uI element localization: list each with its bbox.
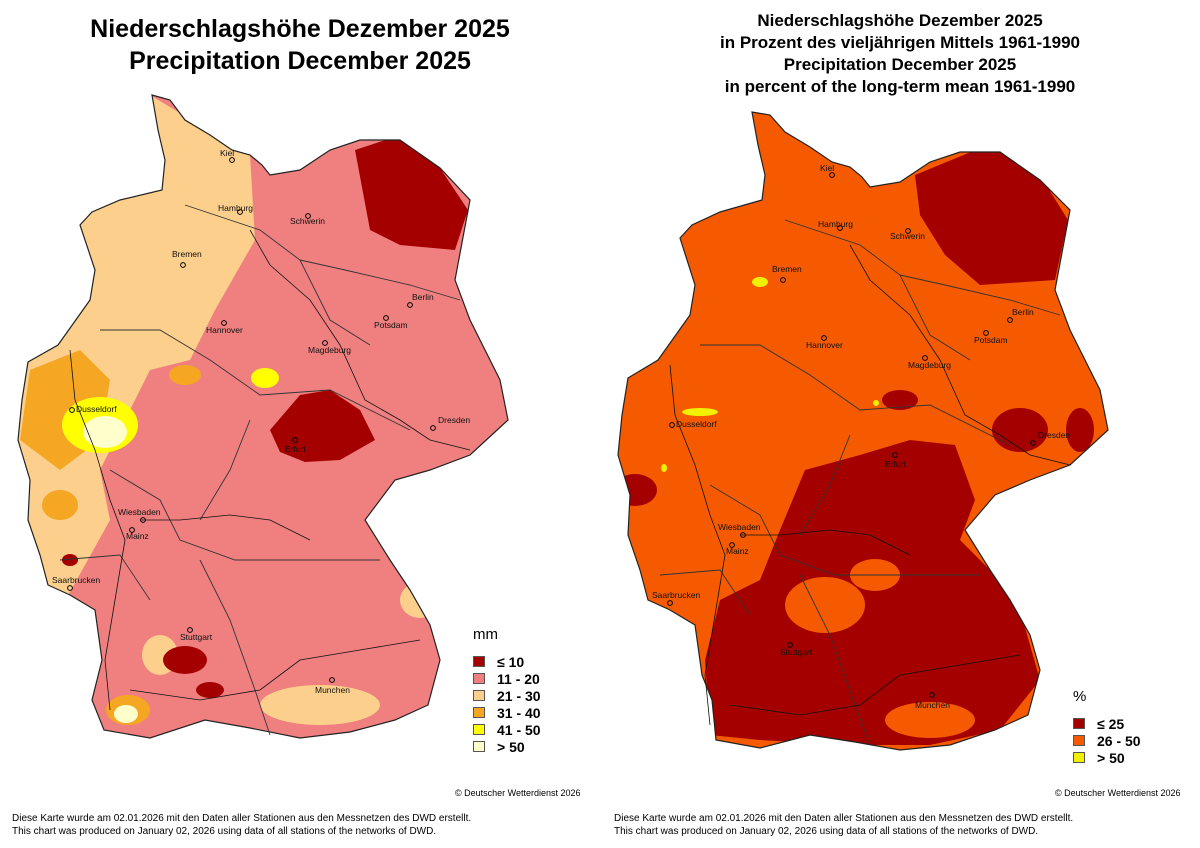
legend-item: ≤ 10: [473, 653, 541, 670]
legend-swatch: [473, 741, 485, 752]
legend-item: ≤ 25: [1073, 715, 1141, 732]
legend-swatch: [1073, 752, 1085, 763]
city-label-hamburg: Hamburg: [818, 219, 853, 229]
footnote-english: This chart was produced on January 02, 2…: [614, 826, 1039, 837]
city-label-kiel: Kiel: [820, 163, 834, 173]
city-label-stuttgart: Stuttgart: [180, 632, 213, 642]
city-label-schwerin: Schwerin: [890, 231, 925, 241]
legend-item: > 50: [1073, 749, 1141, 766]
map-title-line2: in Prozent des vieljährigen Mittels 1961…: [720, 33, 1080, 52]
map-title-line1: Niederschlagshöhe Dezember 2025: [757, 11, 1043, 30]
footnote-german: Diese Karte wurde am 02.01.2026 mit den …: [614, 813, 1074, 824]
city-label-hannover: Hannover: [806, 340, 843, 350]
city-label-saarbrucken: Saarbrucken: [652, 590, 700, 600]
precipitation-legend: mm ≤ 10 11 - 20 21 - 30 31 - 40 41 - 50 …: [473, 626, 541, 755]
city-label-munchen: Munchen: [315, 685, 350, 695]
city-label-hannover: Hannover: [206, 325, 243, 335]
copyright: © Deutscher Wetterdienst 2026: [455, 788, 581, 798]
city-label-berlin: Berlin: [412, 292, 434, 302]
city-label-dusseldorf: Dusseldorf: [76, 404, 117, 414]
footnote-english: This chart was produced on January 02, 2…: [12, 826, 437, 837]
city-markers: Kiel Hamburg Schwerin Bremen Berlin Pots…: [52, 148, 470, 695]
map-title-line4: in percent of the long-term mean 1961-19…: [724, 77, 1076, 96]
legend-swatch: [1073, 735, 1085, 746]
copyright: © Deutscher Wetterdienst 2026: [1055, 788, 1181, 798]
legend-item: 11 - 20: [473, 670, 541, 687]
map-title-line3: Precipitation December 2025: [783, 55, 1017, 74]
legend-item: 31 - 40: [473, 704, 541, 721]
precipitation-map-panel: Niederschlagshöhe Dezember 2025 Precipit…: [12, 15, 581, 837]
map-title-german: Niederschlagshöhe Dezember 2025: [90, 15, 510, 43]
city-label-mainz: Mainz: [726, 546, 749, 556]
city-label-dusseldorf: Dusseldorf: [676, 419, 717, 429]
city-label-potsdam: Potsdam: [974, 335, 1008, 345]
legend-item: 21 - 30: [473, 687, 541, 704]
city-label-wiesbaden: Wiesbaden: [118, 507, 161, 517]
city-label-hamburg: Hamburg: [218, 203, 253, 213]
legend-unit: %: [1073, 688, 1087, 705]
legend-item: 41 - 50: [473, 721, 541, 738]
legend-unit: mm: [473, 626, 498, 643]
legend-swatch: [473, 690, 485, 701]
city-label-wiesbaden: Wiesbaden: [718, 522, 761, 532]
city-label-potsdam: Potsdam: [374, 320, 408, 330]
legend-swatch: [473, 707, 485, 718]
map-title-english: Precipitation December 2025: [129, 47, 471, 75]
percent-legend: % ≤ 25 26 - 50 > 50: [1073, 688, 1141, 766]
city-label-dresden: Dresden: [1038, 430, 1070, 440]
legend-swatch: [473, 673, 485, 684]
percent-of-mean-map: Kiel Hamburg Schwerin Bremen Berlin Pots…: [617, 111, 1109, 751]
legend-swatch: [473, 656, 485, 667]
city-label-stuttgart: Stuttgart: [780, 647, 813, 657]
city-label-schwerin: Schwerin: [290, 216, 325, 226]
city-label-berlin: Berlin: [1012, 307, 1034, 317]
city-label-magdeburg: Magdeburg: [908, 360, 951, 370]
city-label-bremen: Bremen: [772, 264, 802, 274]
legend-item: > 50: [473, 738, 541, 755]
legend-swatch: [473, 724, 485, 735]
city-label-erfurt: Erfurt: [285, 444, 306, 454]
city-label-erfurt: Erfurt: [885, 459, 906, 469]
city-label-dresden: Dresden: [438, 415, 470, 425]
legend-item: 26 - 50: [1073, 732, 1141, 749]
legend-swatch: [1073, 718, 1085, 729]
city-label-munchen: Munchen: [915, 700, 950, 710]
city-label-bremen: Bremen: [172, 249, 202, 259]
footnote-german: Diese Karte wurde am 02.01.2026 mit den …: [12, 813, 472, 824]
city-label-kiel: Kiel: [220, 148, 234, 158]
precipitation-map: Kiel Hamburg Schwerin Bremen Berlin Pots…: [17, 94, 509, 739]
city-label-magdeburg: Magdeburg: [308, 345, 351, 355]
city-label-mainz: Mainz: [126, 531, 149, 541]
percent-of-mean-map-panel: Niederschlagshöhe Dezember 2025 in Proze…: [600, 0, 1200, 848]
city-markers: Kiel Hamburg Schwerin Bremen Berlin Pots…: [652, 163, 1070, 710]
city-label-saarbrucken: Saarbrucken: [52, 575, 100, 585]
